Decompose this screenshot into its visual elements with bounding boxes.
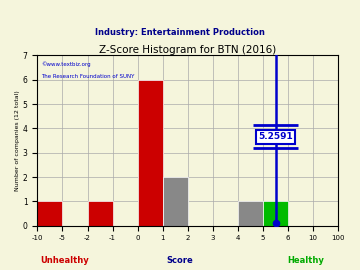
Text: 5.2591: 5.2591: [258, 133, 293, 141]
Bar: [263, 201, 288, 226]
Bar: [37, 201, 62, 226]
Text: Industry: Entertainment Production: Industry: Entertainment Production: [95, 28, 265, 37]
Text: The Research Foundation of SUNY: The Research Foundation of SUNY: [41, 74, 135, 79]
Bar: [138, 80, 163, 226]
Text: ©www.textbiz.org: ©www.textbiz.org: [41, 62, 91, 67]
Text: Unhealthy: Unhealthy: [40, 256, 89, 265]
Y-axis label: Number of companies (12 total): Number of companies (12 total): [15, 90, 20, 191]
Bar: [238, 201, 263, 226]
Bar: [163, 177, 188, 226]
Text: Healthy: Healthy: [288, 256, 324, 265]
Title: Z-Score Histogram for BTN (2016): Z-Score Histogram for BTN (2016): [99, 45, 276, 55]
Bar: [87, 201, 113, 226]
Text: Score: Score: [167, 256, 193, 265]
